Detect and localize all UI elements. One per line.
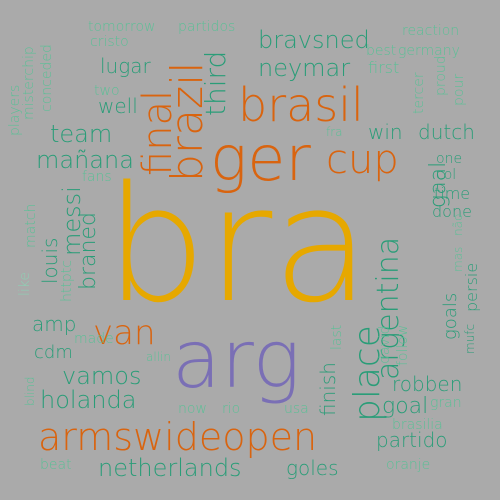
word-holanda: holanda bbox=[40, 386, 137, 414]
word-tercer: tercer bbox=[411, 72, 427, 114]
word-vamos: vamos bbox=[62, 362, 142, 390]
word-germany: germany bbox=[398, 43, 460, 59]
word-players: players bbox=[7, 84, 23, 136]
word-proud: proud bbox=[433, 55, 449, 96]
word-brasilia: brasilia bbox=[392, 417, 443, 433]
word-pour: pour bbox=[451, 73, 467, 106]
word-usa: usa bbox=[284, 401, 309, 417]
word-rio: rio bbox=[222, 401, 241, 417]
word-two: two bbox=[94, 83, 120, 99]
word-robben: robben bbox=[392, 372, 463, 396]
word-tomorrow: tomorrow bbox=[88, 19, 156, 35]
word-best: best bbox=[366, 43, 397, 59]
word-now: now bbox=[178, 401, 207, 417]
word-final: final bbox=[135, 89, 181, 176]
word-ger: ger bbox=[210, 122, 311, 195]
word-fans: fans bbox=[82, 169, 112, 185]
word-neymar: neymar bbox=[258, 54, 351, 82]
word-lugar: lugar bbox=[100, 54, 151, 78]
word-done: done bbox=[432, 202, 472, 221]
word-brasil: brasil bbox=[238, 78, 364, 132]
word-armswideopen: armswideopen bbox=[38, 415, 318, 459]
word-mufc: mufc bbox=[463, 323, 477, 354]
word-col: col bbox=[436, 167, 457, 183]
word-misterchip: misterchip bbox=[21, 46, 37, 120]
word-arg: arg bbox=[172, 313, 301, 406]
word-finish: finish bbox=[316, 362, 340, 416]
word-goles: goles bbox=[286, 456, 339, 480]
word-mas: mas bbox=[451, 246, 465, 272]
word-well: well bbox=[98, 94, 138, 118]
word-httptc: httptc bbox=[59, 260, 75, 302]
word-louis: louis bbox=[38, 237, 62, 284]
word-dutch: dutch bbox=[418, 120, 475, 144]
word-cup: cup bbox=[326, 137, 399, 183]
word-bravsned: bravsned bbox=[258, 26, 370, 54]
word-david: david bbox=[377, 325, 393, 364]
word-fra: fra bbox=[326, 125, 343, 139]
word-follow: follow bbox=[395, 324, 411, 366]
word-oranje: oranje bbox=[386, 457, 431, 473]
word-netherlands: netherlands bbox=[98, 454, 242, 482]
word-manana: mañana bbox=[36, 146, 134, 174]
word-gran: gran bbox=[430, 395, 462, 411]
word-cdm: cdm bbox=[34, 342, 73, 363]
word-goals: goals bbox=[440, 292, 461, 340]
word-win: win bbox=[368, 120, 403, 144]
word-persie: persie bbox=[462, 262, 481, 312]
word-nao: não bbox=[451, 213, 465, 236]
word-amp: amp bbox=[32, 312, 77, 336]
word-like: like bbox=[17, 271, 33, 296]
word-match: match bbox=[23, 203, 39, 248]
word-conceded: conceded bbox=[39, 44, 55, 112]
word-team: team bbox=[50, 120, 113, 148]
word-last: last bbox=[329, 324, 345, 350]
word-goal: goal bbox=[382, 394, 429, 419]
word-allin: allin bbox=[146, 350, 171, 364]
word-third: third bbox=[199, 50, 232, 116]
word-cristo: cristo bbox=[90, 34, 129, 50]
word-time: time bbox=[434, 184, 471, 203]
word-made: made bbox=[74, 331, 114, 347]
word-partido: partido bbox=[376, 428, 448, 452]
word-bra: bra bbox=[105, 151, 371, 338]
word-reaction: reaction bbox=[402, 23, 460, 39]
word-blind: blind bbox=[23, 376, 37, 406]
word-partidos: partidos bbox=[178, 19, 236, 35]
word-braned: braned bbox=[76, 212, 101, 290]
word-first: first bbox=[368, 58, 400, 77]
word-one: one bbox=[436, 151, 463, 167]
word-beat: beat bbox=[40, 457, 72, 473]
word-van: van bbox=[93, 313, 156, 353]
